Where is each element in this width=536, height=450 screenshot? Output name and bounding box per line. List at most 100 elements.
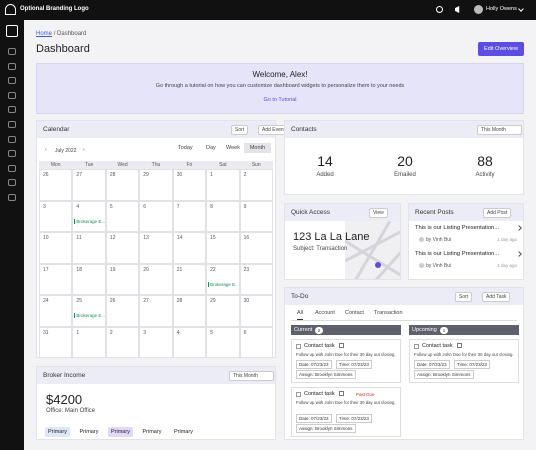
prev-month[interactable]: ‹ [45, 147, 47, 153]
task-checkbox[interactable] [414, 344, 419, 349]
next-month[interactable]: › [83, 147, 85, 153]
day-cell: 22 Brokerage E... [206, 263, 240, 295]
sidebar-icon[interactable] [8, 62, 16, 70]
stat-label: Activity [475, 172, 495, 178]
task-card[interactable]: Contact task Follow up with John Doe for … [409, 339, 519, 383]
day-cell: 30 [239, 295, 273, 327]
sidebar-icon[interactable] [8, 48, 16, 55]
sidebar-icon[interactable] [8, 150, 16, 158]
info-icon[interactable] [436, 6, 443, 13]
weekday: Tue [84, 162, 94, 168]
event[interactable]: Brokerage E... [74, 313, 106, 318]
edit-icon[interactable] [457, 343, 462, 348]
post-title[interactable]: This is our Listing Presentation... [415, 225, 500, 231]
tag[interactable]: Primary [45, 427, 70, 437]
tutorial-link[interactable]: Go to Tutorial [263, 97, 297, 103]
day-number: 19 [109, 266, 116, 273]
subject: Subject: Transaction [293, 246, 348, 252]
add-post-button[interactable]: Add Post [483, 208, 512, 218]
sidebar-icon[interactable] [8, 91, 16, 99]
view-tab[interactable]: Week [226, 145, 240, 151]
view-tab[interactable]: Month [244, 143, 271, 153]
sidebar-icon[interactable] [8, 121, 16, 128]
period-select[interactable]: This Month [477, 125, 522, 135]
day-number: 3 [43, 203, 46, 210]
weekday: Wed [117, 162, 128, 168]
day-number: 29 [143, 172, 149, 178]
card-header: Calendar Sort Add Event [37, 121, 290, 138]
day-number: 6 [243, 329, 247, 336]
sidebar-toggle[interactable] [6, 25, 18, 37]
sort-button[interactable]: Sort [231, 125, 249, 135]
todo-tab[interactable]: Transaction [374, 310, 403, 316]
task-assign: Assign: Brooklyn Simmons [414, 370, 474, 379]
sidebar-icon[interactable] [8, 164, 16, 172]
task-checkbox[interactable] [296, 392, 301, 397]
view-tab[interactable]: Day [206, 145, 216, 151]
task-checkbox[interactable] [296, 344, 301, 349]
sidebar-icon[interactable] [8, 135, 16, 143]
sidebar-icon[interactable] [8, 194, 16, 201]
card-header: Recent Posts Add Post [409, 204, 523, 221]
post-title[interactable]: This is our Listing Presentation... [415, 251, 500, 257]
task-text: Follow up with John Doe for their 30 day… [296, 352, 396, 357]
post-author: by Vinh Bui [426, 263, 452, 269]
tag[interactable]: Primary [142, 429, 162, 435]
sidebar-icon[interactable] [8, 77, 16, 85]
view-tab[interactable]: Today [178, 145, 193, 151]
sort-button[interactable]: Sort [455, 292, 473, 302]
task-card[interactable]: Contact task Past Due Follow up with John … [291, 387, 401, 437]
weekday: Sat [219, 162, 227, 168]
day-cell: 28 [172, 295, 207, 327]
logo-icon [5, 4, 16, 15]
todo-tab[interactable]: Account [315, 310, 335, 316]
breadcrumb-home[interactable]: Home [36, 31, 53, 37]
sidebar-icon[interactable] [8, 106, 16, 114]
day-number: 10 [43, 235, 49, 241]
announce-icon[interactable] [455, 6, 460, 13]
day-number: 24 [43, 298, 49, 304]
task-time: Time: 07/23/23 [336, 414, 372, 423]
address[interactable]: 123 La La Lane [293, 231, 370, 243]
day-number: 30 [243, 298, 250, 304]
edit-overview-button[interactable]: Edit Overview [478, 42, 524, 56]
day-cell: 4 [172, 326, 207, 358]
card-header: Contacts This Month [285, 121, 523, 138]
day-cell: 12 [105, 232, 140, 264]
day-cell: 30 [172, 169, 207, 201]
breadcrumb-current: Dashboard [57, 31, 87, 37]
post-arrow[interactable] [516, 225, 522, 231]
column-header: Current 2 [291, 325, 401, 335]
todo-tab[interactable]: All [297, 310, 304, 320]
day-cell: 24 [39, 295, 73, 327]
sidebar-icon[interactable] [8, 179, 16, 187]
edit-icon[interactable] [339, 391, 344, 396]
event[interactable]: Brokerage E... [208, 281, 239, 287]
day-cell: 27 [139, 295, 173, 327]
day-number: 13 [143, 235, 149, 241]
map [345, 221, 400, 279]
view-button[interactable]: View [369, 208, 388, 218]
event[interactable]: Brokerage E... [74, 218, 106, 224]
tag[interactable]: Primary [108, 427, 133, 437]
user-name[interactable]: Holly Owens [486, 6, 517, 12]
todo-tab[interactable]: Contact [345, 310, 364, 316]
day-cell: 14 [172, 232, 207, 264]
task-status: Past Due [356, 392, 375, 397]
post-arrow[interactable] [516, 251, 522, 257]
day-cell: 5 [105, 200, 140, 232]
calendar-card: Calendar Sort Add Event ‹ July 2022 › To… [36, 120, 290, 358]
day-cell: 6 [239, 326, 273, 358]
task-card[interactable]: Contact task Follow up with John Doe for … [291, 339, 401, 383]
task-date: Date: 07/23/23 [414, 360, 450, 369]
avatar[interactable] [474, 5, 483, 14]
edit-icon[interactable] [339, 343, 344, 348]
tag[interactable]: Primary [174, 429, 193, 435]
day-number: 16 [243, 235, 250, 241]
card-title: Contacts [291, 126, 317, 133]
period-select[interactable]: This Month [229, 371, 274, 381]
day-number: 30 [176, 172, 183, 178]
add-task-button[interactable]: Add Task [482, 292, 511, 302]
tag[interactable]: Primary [79, 429, 99, 435]
task-date: Date: 07/23/23 [296, 414, 332, 423]
